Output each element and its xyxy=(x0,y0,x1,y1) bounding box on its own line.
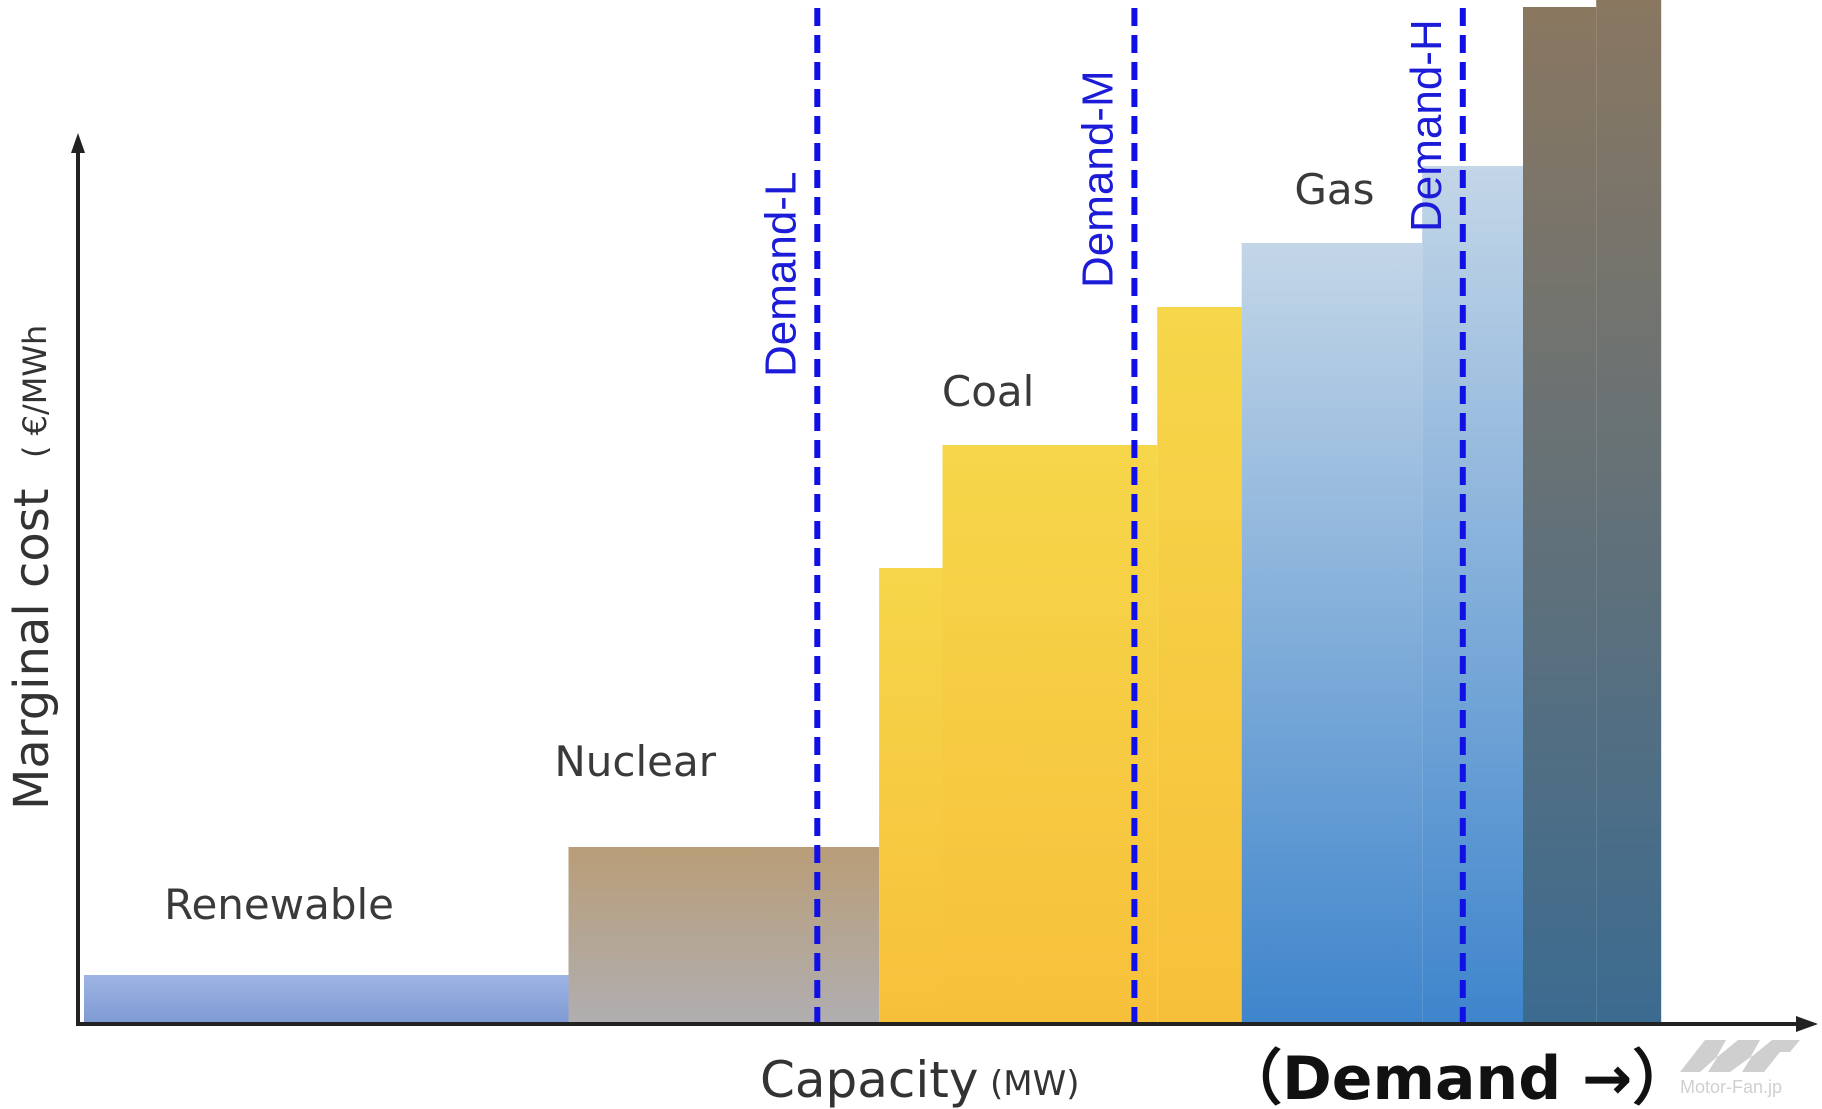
y-axis-title-group: Marginal cost ( €/MWh xyxy=(4,325,60,810)
y-axis-label: Marginal cost xyxy=(4,488,60,810)
x-axis-label: Capacity xyxy=(760,1051,979,1109)
demand-l-label: Demand-L xyxy=(756,172,805,377)
y-axis-unit: ( €/MWh xyxy=(16,325,54,458)
y-axis-arrow-icon xyxy=(71,133,85,153)
series-label-oil: Oil xyxy=(1544,0,1600,2)
bar-oil-2 xyxy=(1596,0,1662,1022)
bar-gas-1 xyxy=(1241,243,1423,1022)
watermark-logo: Motor-Fan.jp xyxy=(1680,1040,1800,1097)
bar-nuclear-1 xyxy=(568,847,880,1022)
demand-direction-label: （Demand →） xyxy=(1222,1044,1692,1109)
watermark-logo-mark-icon xyxy=(1680,1040,1800,1072)
bars-layer xyxy=(84,0,1662,1022)
x-axis-arrow-icon xyxy=(1796,1016,1818,1032)
bar-coal-1 xyxy=(879,568,943,1022)
bar-oil-1 xyxy=(1523,7,1597,1022)
series-label-coal: Coal xyxy=(942,367,1034,416)
bar-gas-2 xyxy=(1422,166,1523,1022)
demand-h-label: Demand-H xyxy=(1402,19,1451,232)
series-label-renewable: Renewable xyxy=(164,880,394,929)
series-label-gas: Gas xyxy=(1294,165,1374,214)
bar-coal-2 xyxy=(942,445,1158,1022)
bar-coal-3 xyxy=(1157,307,1242,1022)
series-label-nuclear: Nuclear xyxy=(554,737,716,786)
watermark-site-text: Motor-Fan.jp xyxy=(1680,1077,1782,1097)
series-labels: Renewable Nuclear Coal Gas Oil xyxy=(164,0,1600,929)
demand-lines-layer: Demand-L Demand-M Demand-H xyxy=(756,8,1466,1024)
x-axis-unit: (MW) xyxy=(990,1064,1079,1104)
bar-renewable-1 xyxy=(84,975,569,1022)
demand-m-label: Demand-M xyxy=(1073,70,1122,288)
